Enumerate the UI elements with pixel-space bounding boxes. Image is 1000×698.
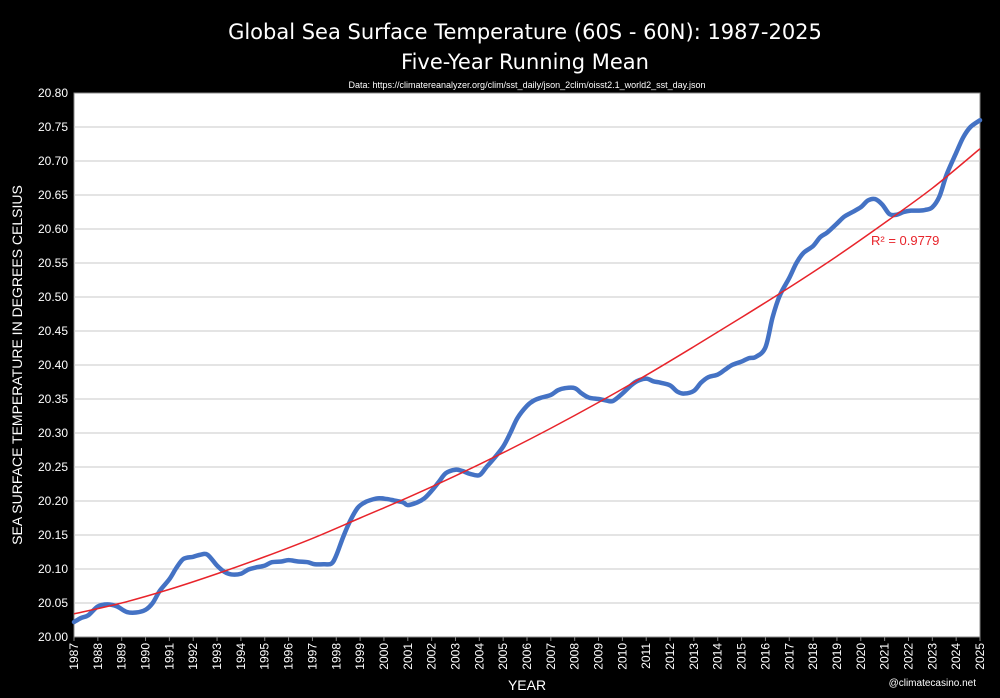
x-tick-label: 2001 bbox=[401, 643, 415, 670]
x-tick-label: 2017 bbox=[782, 643, 796, 670]
y-tick-label: 20.75 bbox=[38, 120, 68, 134]
x-tick-label: 2007 bbox=[544, 643, 558, 670]
x-tick-label: 1987 bbox=[67, 643, 81, 670]
gridlines bbox=[74, 126, 980, 604]
y-tick-label: 20.35 bbox=[38, 392, 68, 406]
data-source-note: Data: https://climatereanalyzer.org/clim… bbox=[349, 80, 706, 90]
y-axis-ticks: 20.00 20.05 20.10 20.15 20.20 20.25 20.30 20.35… bbox=[38, 86, 68, 644]
y-tick-label: 20.20 bbox=[38, 494, 68, 508]
y-tick-label: 20.30 bbox=[38, 426, 68, 440]
x-tick-label: 1988 bbox=[91, 643, 105, 670]
x-tick-label: 1989 bbox=[115, 643, 129, 670]
x-tick-label: 1995 bbox=[258, 643, 272, 670]
x-tick-label: 2009 bbox=[592, 643, 606, 670]
x-tick-label: 2019 bbox=[830, 643, 844, 670]
x-tick-label: 2022 bbox=[901, 643, 915, 670]
y-tick-label: 20.25 bbox=[38, 460, 68, 474]
y-tick-label: 20.55 bbox=[38, 256, 68, 270]
y-tick-label: 20.70 bbox=[38, 154, 68, 168]
x-tick-label: 2006 bbox=[520, 643, 534, 670]
x-tick-label: 2025 bbox=[973, 643, 987, 670]
x-tick-label: 2002 bbox=[425, 643, 439, 670]
x-tick-label: 2023 bbox=[925, 643, 939, 670]
x-tick-label: 2004 bbox=[472, 643, 486, 670]
x-tick-label: 2018 bbox=[806, 643, 820, 670]
chart-title: Global Sea Surface Temperature (60S - 60… bbox=[228, 20, 822, 44]
x-tick-label: 2010 bbox=[615, 643, 629, 670]
x-tick-label: 1999 bbox=[353, 643, 367, 670]
chart-subtitle: Five-Year Running Mean bbox=[401, 50, 649, 74]
x-tick-label: 1994 bbox=[234, 643, 248, 670]
x-tick-label: 2000 bbox=[377, 643, 391, 670]
y-tick-label: 20.65 bbox=[38, 188, 68, 202]
y-tick-label: 20.50 bbox=[38, 290, 68, 304]
y-tick-label: 20.05 bbox=[38, 596, 68, 610]
x-tick-label: 2011 bbox=[639, 643, 653, 669]
x-tick-label: 2016 bbox=[758, 643, 772, 670]
series-line-trend bbox=[73, 148, 981, 615]
x-axis-ticks: 1987 1988 1989 1990 1991 1992 1993 1994 1995 1996… bbox=[67, 637, 987, 670]
x-tick-label: 1998 bbox=[329, 643, 343, 670]
x-tick-label: 2021 bbox=[878, 643, 892, 670]
x-tick-label: 1996 bbox=[282, 643, 296, 670]
x-axis-title: YEAR bbox=[508, 677, 546, 693]
x-tick-label: 2008 bbox=[568, 643, 582, 670]
y-tick-label: 20.10 bbox=[38, 562, 68, 576]
x-tick-label: 2012 bbox=[663, 643, 677, 670]
series-line-running-mean bbox=[71, 117, 983, 625]
credit-text: @climatecasino.net bbox=[889, 678, 977, 689]
y-tick-label: 20.00 bbox=[38, 630, 68, 644]
x-tick-label: 1991 bbox=[162, 643, 176, 670]
x-tick-label: 1992 bbox=[186, 643, 200, 670]
x-tick-label: 2003 bbox=[448, 643, 462, 670]
y-tick-label: 20.60 bbox=[38, 222, 68, 236]
x-tick-label: 2020 bbox=[854, 643, 868, 670]
y-tick-label: 20.80 bbox=[38, 86, 68, 100]
series-layer bbox=[71, 117, 983, 625]
y-tick-label: 20.15 bbox=[38, 528, 68, 542]
x-tick-label: 1993 bbox=[210, 643, 224, 670]
x-tick-label: 2024 bbox=[949, 643, 963, 670]
x-tick-label: 2013 bbox=[687, 643, 701, 670]
x-tick-label: 2015 bbox=[735, 643, 749, 670]
x-tick-label: 1990 bbox=[139, 643, 153, 670]
r-squared-annotation: R² = 0.9779 bbox=[871, 233, 939, 248]
y-tick-label: 20.40 bbox=[38, 358, 68, 372]
y-tick-label: 20.45 bbox=[38, 324, 68, 338]
x-tick-label: 2014 bbox=[711, 643, 725, 670]
x-tick-label: 1997 bbox=[305, 643, 319, 670]
x-tick-label: 2005 bbox=[496, 643, 510, 670]
y-axis-title: SEA SURFACE TEMPERATURE IN DEGREES CELSI… bbox=[9, 185, 25, 545]
